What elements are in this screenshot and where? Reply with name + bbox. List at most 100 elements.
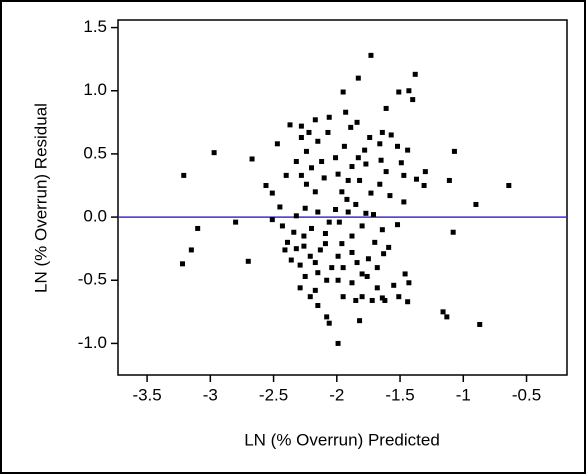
x-tick-label: -1 [456, 385, 471, 404]
x-tick-label: -1.5 [385, 385, 414, 404]
point [301, 233, 307, 239]
point [233, 219, 239, 225]
point [405, 299, 411, 305]
point [362, 147, 368, 153]
point [288, 257, 294, 263]
point [406, 88, 412, 94]
point [354, 119, 360, 125]
point [364, 273, 370, 279]
point [348, 124, 354, 130]
point [382, 297, 388, 303]
point [301, 243, 307, 249]
point [315, 138, 321, 144]
point [405, 147, 411, 153]
point [345, 209, 351, 215]
point [315, 270, 321, 276]
point [450, 229, 456, 235]
y-tick-label: 0.0 [83, 207, 107, 226]
point [451, 148, 457, 154]
point [326, 114, 332, 120]
point [406, 280, 412, 286]
point [309, 165, 315, 171]
point [319, 158, 325, 164]
point [395, 143, 401, 149]
point [317, 247, 323, 253]
point [374, 265, 380, 271]
y-tick-label: -1.0 [78, 333, 107, 352]
point [293, 158, 299, 164]
point [274, 141, 280, 147]
point [506, 182, 512, 188]
point [359, 294, 365, 300]
point [383, 105, 389, 111]
point [287, 122, 293, 128]
point [339, 189, 345, 195]
x-axis-label: LN (% Overrun) Predicted [244, 430, 440, 449]
point [326, 320, 332, 326]
point [336, 219, 342, 225]
point [349, 249, 355, 255]
point [312, 117, 318, 123]
point [312, 260, 318, 266]
point [282, 247, 288, 253]
point [340, 265, 346, 271]
point [344, 196, 350, 202]
point [402, 271, 408, 277]
point [357, 177, 363, 183]
point [249, 156, 255, 162]
point [396, 89, 402, 95]
point [322, 241, 328, 247]
y-tick-label: 1.5 [83, 17, 107, 36]
point [293, 246, 299, 252]
point [378, 157, 384, 163]
point [188, 247, 194, 253]
point [263, 182, 269, 188]
point [391, 282, 397, 288]
plot-frame [117, 19, 568, 376]
point [298, 134, 304, 140]
point [379, 129, 385, 135]
point [386, 244, 392, 250]
point [324, 314, 330, 320]
point [379, 295, 385, 301]
point [315, 209, 321, 215]
x-tick-label: -0.5 [512, 385, 541, 404]
point [345, 177, 351, 183]
point [355, 75, 361, 81]
point [315, 303, 321, 309]
point [283, 172, 289, 178]
point [413, 176, 419, 182]
point [333, 155, 339, 161]
point [335, 340, 341, 346]
point [349, 280, 355, 286]
point [395, 222, 401, 228]
point [355, 155, 361, 161]
point [180, 261, 186, 267]
point [363, 161, 369, 167]
point [307, 294, 313, 300]
point [324, 277, 330, 283]
point [368, 52, 374, 58]
y-axis-label: LN (% Overrun) Residual [31, 103, 50, 293]
point [302, 273, 308, 279]
point [412, 71, 418, 77]
point [396, 294, 402, 300]
x-tick-label: -3 [203, 385, 218, 404]
x-tick-label: -2 [329, 385, 344, 404]
point [410, 97, 416, 103]
point [374, 285, 380, 291]
point [359, 271, 365, 277]
point [321, 175, 327, 181]
point [298, 172, 304, 178]
point [353, 297, 359, 303]
point [421, 182, 427, 188]
point [269, 217, 275, 223]
point [446, 177, 452, 183]
point [298, 123, 304, 129]
point [325, 129, 331, 135]
y-tick-label: -0.5 [78, 270, 107, 289]
x-tick-label: -3.5 [132, 385, 161, 404]
point [329, 265, 335, 271]
